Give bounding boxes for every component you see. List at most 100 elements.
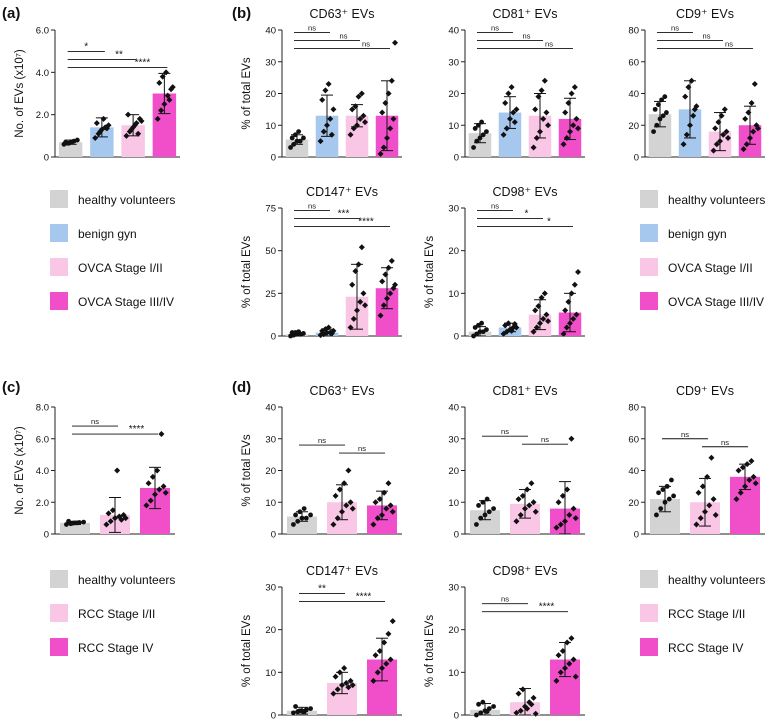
data-point: [557, 521, 564, 528]
data-point: [70, 520, 76, 526]
data-point: [478, 515, 484, 521]
data-point: [658, 506, 664, 511]
data-point: [480, 499, 486, 505]
data-point: [103, 125, 110, 132]
significance-label: ns: [491, 24, 499, 33]
data-point: [742, 483, 748, 490]
data-point: [327, 115, 334, 122]
data-point: [152, 491, 158, 498]
data-point: [301, 506, 307, 511]
data-point: [389, 508, 396, 515]
data-point: [123, 132, 130, 139]
chart-b-cd81: CD81⁺ EVs 0 10 20 30 40 ns ns ns: [448, 7, 585, 164]
y-tick-label: 0: [634, 153, 639, 164]
data-point: [486, 509, 492, 515]
data-point: [379, 665, 385, 672]
data-point: [710, 147, 717, 154]
data-point: [570, 656, 577, 663]
y-tick-label: 10: [265, 121, 276, 132]
data-point: [713, 141, 720, 148]
data-point: [392, 281, 399, 288]
legend-swatch: [640, 258, 658, 276]
data-point: [699, 483, 706, 490]
data-point: [563, 324, 570, 331]
data-point: [568, 90, 575, 97]
data-point: [693, 521, 700, 528]
y-axis-label: % of total EVs: [241, 57, 253, 129]
panel-label-d: (d): [232, 379, 251, 396]
data-point: [533, 134, 540, 141]
data-point: [370, 677, 377, 684]
data-point: [568, 290, 575, 297]
y-tick-label: 0: [634, 530, 639, 541]
chart-title: CD98⁺ EVs: [493, 564, 558, 578]
data-point: [528, 480, 535, 487]
data-point: [352, 268, 359, 275]
data-point: [690, 112, 697, 119]
data-point: [349, 505, 356, 512]
data-point: [319, 96, 326, 103]
data-point: [374, 669, 381, 676]
y-axis-label: % of total EVs: [241, 434, 253, 506]
legend-label: healthy volunteers: [78, 573, 175, 587]
data-point: [296, 329, 302, 335]
data-point: [718, 112, 725, 119]
charts-layer: No. of EVs (x10⁷)02.04.06.0*******CD63⁺ …: [14, 7, 765, 720]
data-point: [573, 115, 580, 122]
data-point: [540, 115, 547, 122]
data-point: [530, 328, 537, 335]
legend-label: OVCA Stage III/IV: [668, 295, 764, 309]
data-point: [334, 686, 341, 693]
data-point: [388, 257, 395, 264]
y-tick-label: 0: [44, 153, 49, 164]
data-point: [372, 499, 379, 506]
data-point: [480, 132, 486, 138]
data-point: [349, 281, 356, 288]
data-point: [377, 312, 384, 319]
data-point: [491, 704, 496, 709]
legend-swatch: [50, 292, 68, 310]
y-axis-label: No. of EVs (x10⁷): [14, 426, 26, 515]
data-point: [567, 128, 573, 135]
data-point: [472, 126, 478, 131]
legend-swatch: [50, 224, 68, 242]
bar-1: [287, 516, 317, 534]
y-tick-label: 0: [271, 711, 276, 720]
y-tick-label: 2.0: [36, 110, 49, 121]
data-point: [538, 294, 545, 301]
significance-label: *: [84, 42, 88, 53]
data-point: [559, 648, 566, 654]
data-point: [671, 493, 676, 499]
y-axis-label: % of total EVs: [424, 236, 436, 308]
y-axis-label: % of total EVs: [241, 615, 253, 687]
data-point: [103, 521, 110, 528]
panel-label-a: (a): [2, 5, 20, 22]
data-point: [575, 269, 582, 275]
legend-label: RCC Stage I/II: [668, 607, 745, 621]
data-point: [387, 502, 394, 509]
y-tick-label: 0: [44, 530, 49, 541]
data-point: [387, 125, 394, 132]
y-tick-label: 40: [628, 89, 639, 100]
data-point: [159, 73, 166, 80]
significance-label: ns: [340, 32, 348, 41]
data-point: [739, 464, 746, 471]
data-point: [651, 129, 656, 135]
data-point: [557, 669, 564, 676]
data-point: [341, 480, 348, 487]
data-point: [320, 128, 327, 135]
data-point: [128, 126, 135, 133]
data-point: [382, 100, 389, 107]
data-point: [535, 303, 542, 310]
significance-label: ns: [501, 427, 509, 436]
data-point: [383, 660, 390, 667]
y-tick-label: 8.0: [36, 403, 49, 414]
data-point: [339, 508, 345, 515]
data-point: [308, 706, 313, 711]
y-tick-label: 10: [265, 498, 276, 509]
data-point: [328, 131, 335, 138]
data-point: [712, 511, 719, 518]
data-point: [74, 520, 80, 526]
data-point: [742, 115, 749, 122]
data-point: [706, 502, 713, 509]
